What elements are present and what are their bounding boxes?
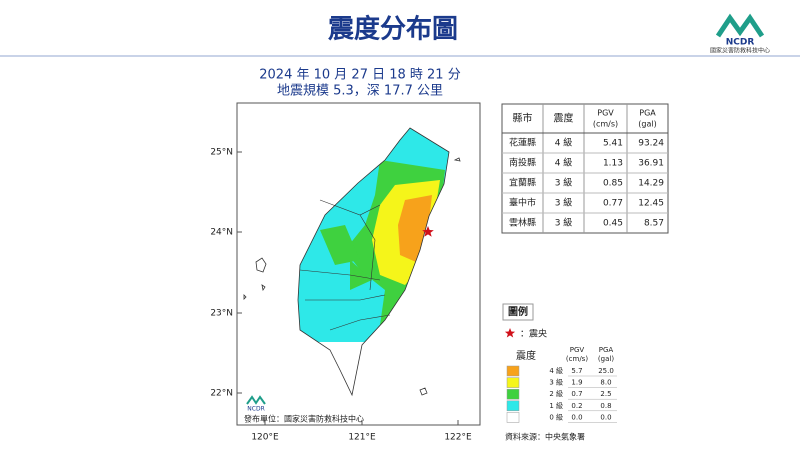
lon-label: 122°E bbox=[444, 433, 472, 443]
table-header: PGA bbox=[639, 109, 656, 118]
table-cell: 36.91 bbox=[638, 159, 664, 169]
legend-pgv-unit: (cm/s) bbox=[566, 355, 588, 363]
table-cell: 臺中市 bbox=[509, 197, 536, 209]
publisher: 發布單位：國家災害防救科技中心 bbox=[244, 414, 364, 424]
islands bbox=[243, 157, 461, 396]
legend-star bbox=[504, 328, 516, 338]
legend-level: 2 級 bbox=[549, 389, 563, 398]
county-borders bbox=[299, 199, 391, 331]
lat-label: 23°N bbox=[210, 309, 233, 319]
table-header: 震度 bbox=[554, 112, 574, 125]
logo: NCDR 國家災害防救科技中心 bbox=[710, 13, 770, 55]
lon-label: 120°E bbox=[251, 433, 279, 443]
lat-label: 24°N bbox=[210, 228, 233, 238]
legend-pgv-value: 0.7 bbox=[571, 390, 582, 398]
lon-label: 121°E bbox=[348, 433, 376, 443]
coastline bbox=[297, 127, 450, 397]
legend-pgv: PGV bbox=[570, 346, 585, 354]
legend-level: 4 級 bbox=[549, 366, 563, 375]
table-cell: 5.41 bbox=[603, 139, 623, 149]
table-header: (cm/s) bbox=[593, 120, 618, 129]
legend-title: 圖例 bbox=[508, 305, 528, 318]
epicenter bbox=[422, 226, 434, 237]
legend-swatch bbox=[506, 377, 520, 388]
logo-text: NCDR bbox=[726, 38, 755, 48]
table-cell: 花蓮縣 bbox=[509, 137, 536, 149]
event-info: 地震規模 5.3，深 17.7 公里 bbox=[277, 84, 443, 99]
table-cell: 3 級 bbox=[555, 197, 573, 209]
table-frame bbox=[501, 103, 669, 234]
legend-epicenter: ：震央 bbox=[520, 328, 547, 340]
table-cell: 0.77 bbox=[603, 199, 623, 209]
legend-pgv-value: 0.2 bbox=[571, 402, 582, 410]
table-header: (gal) bbox=[638, 120, 656, 129]
event-time: 2024 年 10 月 27 日 18 時 21 分 bbox=[259, 68, 460, 83]
legend-pga-value: 2.5 bbox=[600, 390, 611, 398]
table-cell: 4 級 bbox=[555, 137, 573, 149]
legend-pgv-value: 1.9 bbox=[571, 379, 582, 387]
legend-level: 3 級 bbox=[549, 378, 563, 387]
table-cell: 南投縣 bbox=[509, 157, 536, 169]
map-logo-text: NCDR bbox=[247, 406, 264, 413]
lat-label: 22°N bbox=[210, 389, 233, 399]
table-cell: 14.29 bbox=[638, 179, 664, 189]
table-cell: 4 級 bbox=[555, 157, 573, 169]
table-cell: 0.45 bbox=[603, 219, 623, 229]
legend-pga-value: 0.8 bbox=[600, 402, 611, 410]
legend-pgv-value: 5.7 bbox=[571, 367, 582, 375]
legend-title-box bbox=[502, 303, 534, 321]
legend-swatch bbox=[506, 365, 520, 377]
table-cell: 0.85 bbox=[603, 179, 623, 189]
legend-pgv-value: 0.0 bbox=[571, 413, 582, 421]
table-cell: 8.57 bbox=[644, 219, 664, 229]
legend-level: 0 級 bbox=[549, 412, 563, 421]
table-header: 縣市 bbox=[513, 112, 533, 125]
legend-swatch bbox=[506, 388, 520, 400]
table-cell: 雲林縣 bbox=[509, 217, 536, 229]
table-cell: 宜蘭縣 bbox=[509, 177, 536, 189]
legend-pga-value: 0.0 bbox=[600, 413, 611, 421]
legend-level: 1 級 bbox=[549, 401, 563, 410]
table-cell: 93.24 bbox=[638, 139, 664, 149]
legend-intensity: 震度 bbox=[516, 349, 536, 362]
table-cell: 1.13 bbox=[603, 159, 623, 169]
legend-pga-unit: (gal) bbox=[598, 355, 614, 363]
org: 國家災害防救科技中心 bbox=[710, 47, 770, 55]
table-cell: 3 級 bbox=[555, 177, 573, 189]
map-logo: NCDR bbox=[246, 395, 266, 413]
source: 資料來源：中央氣象署 bbox=[505, 432, 585, 442]
table-header: PGV bbox=[597, 109, 614, 118]
legend-pga-value: 25.0 bbox=[598, 367, 614, 375]
legend-pga: PGA bbox=[599, 346, 614, 354]
table-cell: 3 級 bbox=[555, 217, 573, 229]
legend-pga-value: 8.0 bbox=[600, 379, 611, 387]
table-cell: 12.45 bbox=[638, 199, 664, 209]
legend-swatch bbox=[506, 412, 520, 423]
title: 震度分布圖 bbox=[328, 14, 458, 45]
legend-swatch bbox=[506, 400, 520, 412]
lat-label: 25°N bbox=[210, 148, 233, 158]
